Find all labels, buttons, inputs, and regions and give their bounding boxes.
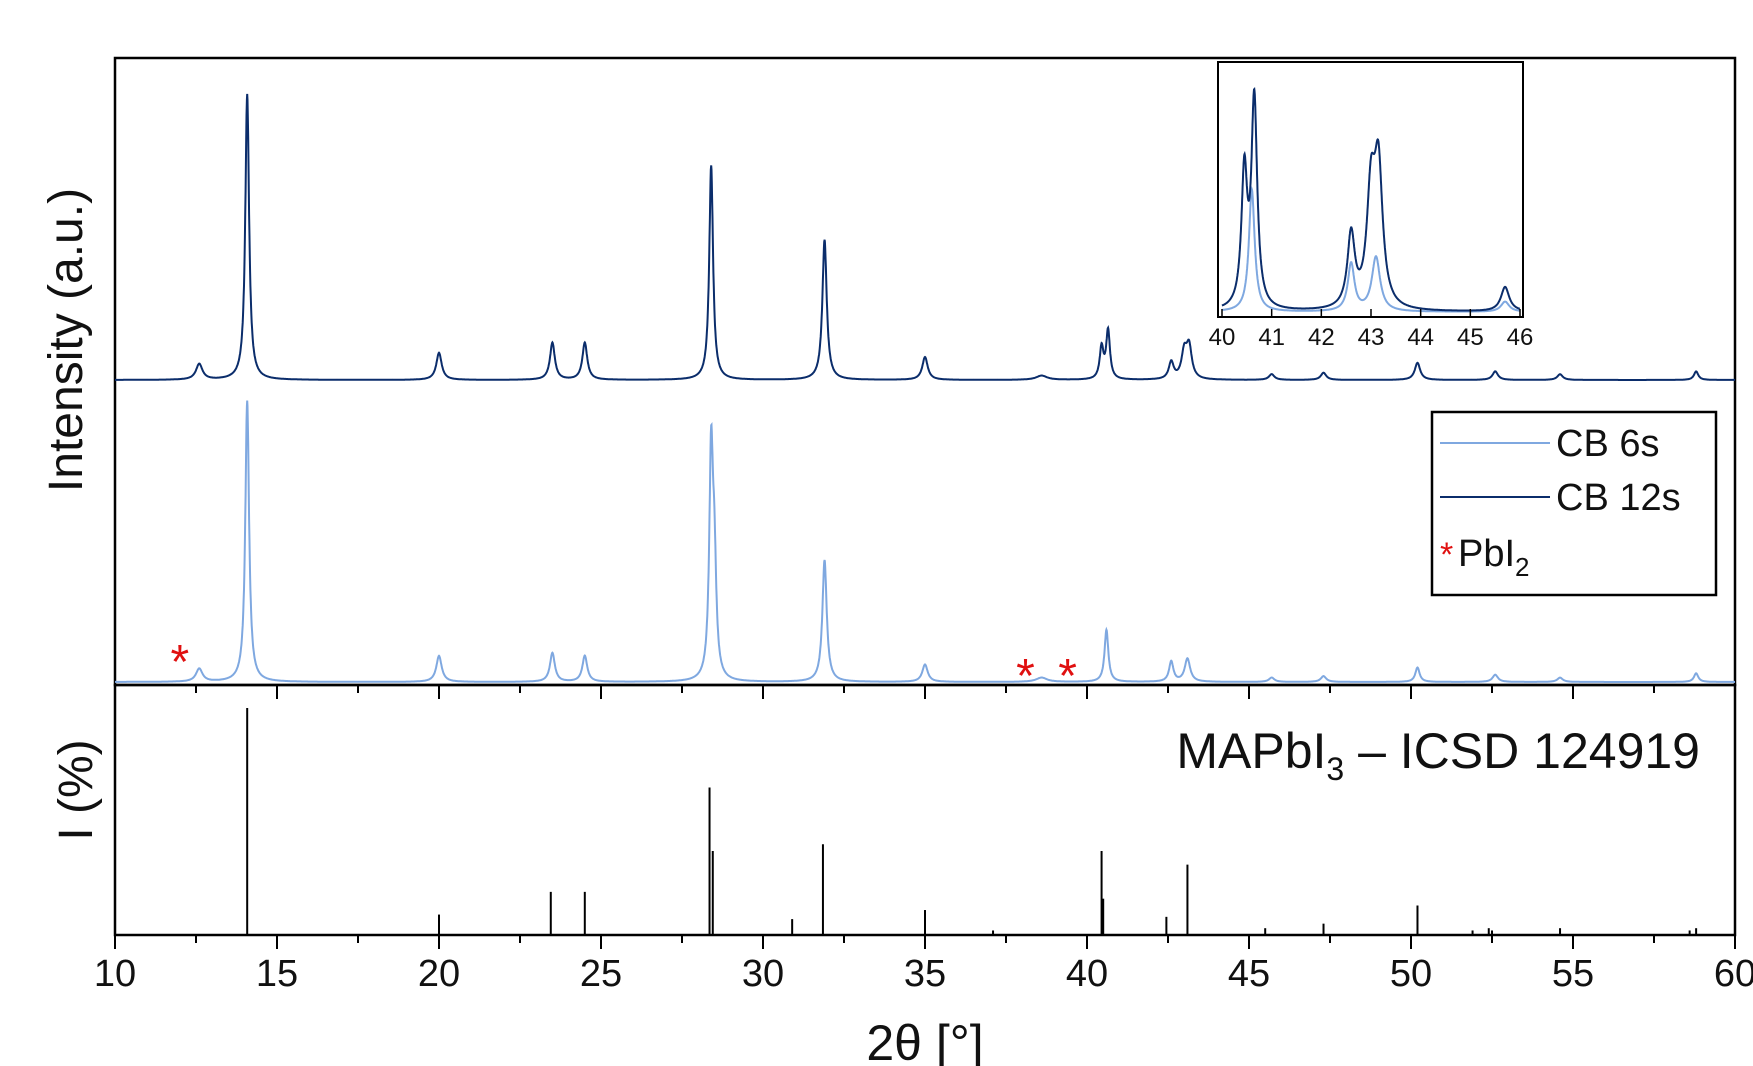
- x-tick-label: 30: [742, 953, 784, 995]
- inset-x-tick-label: 45: [1457, 324, 1484, 351]
- top-panel-series: [115, 93, 1736, 683]
- inset-x-axis: 40 41 42 43 44 45 46: [1209, 309, 1534, 351]
- x-tick-label: 35: [904, 953, 946, 995]
- x-tick-label: 20: [418, 953, 460, 995]
- x-tick-label: 45: [1228, 953, 1270, 995]
- bottom-y-axis-label: I (%): [50, 739, 103, 840]
- annotation-prefix: MAPbI: [1176, 723, 1326, 779]
- inset-x-tick-label: 46: [1507, 324, 1534, 351]
- reference-annotation: MAPbI3 – ICSD 124919: [1176, 723, 1700, 787]
- x-tick-label: 40: [1066, 953, 1108, 995]
- legend: CB 6s CB 12s * PbI2: [1430, 410, 1718, 597]
- pbi2-star-markers: * * *: [170, 636, 1076, 703]
- pbi2-star: *: [170, 636, 189, 689]
- inset-x-tick-label: 40: [1209, 324, 1236, 351]
- reference-sticks: [246, 708, 1698, 935]
- legend-pbi2-marker: *: [1440, 536, 1453, 574]
- inset-x-tick-label: 42: [1308, 324, 1335, 351]
- inset-frame: [1217, 61, 1524, 318]
- legend-pbi2-text: PbI: [1458, 533, 1515, 575]
- annotation-suffix: – ICSD 124919: [1344, 723, 1700, 779]
- x-tick-label: 10: [94, 953, 136, 995]
- x-tick-label: 25: [580, 953, 622, 995]
- legend-pbi2-subscript: 2: [1515, 552, 1529, 582]
- x-tick-label: 15: [256, 953, 298, 995]
- series-line-cb-12s: [115, 93, 1735, 381]
- x-axis-ticks: 10 15 20 25 30 35 40 45 50 55 60: [94, 685, 1753, 995]
- inset-x-tick-label: 41: [1258, 324, 1285, 351]
- x-tick-label: 50: [1390, 953, 1432, 995]
- legend-label-pbi2: PbI2: [1458, 533, 1530, 582]
- pbi2-star: *: [1016, 650, 1035, 703]
- inset-x-tick-label: 43: [1358, 324, 1385, 351]
- x-axis-label: 2θ [°]: [866, 1015, 983, 1066]
- x-tick-label: 60: [1714, 953, 1753, 995]
- legend-label-cb6s: CB 6s: [1556, 423, 1659, 465]
- series-line-cb-6s: [115, 400, 1736, 683]
- legend-label-cb12s: CB 12s: [1556, 477, 1681, 519]
- x-tick-label: 55: [1552, 953, 1594, 995]
- top-y-axis-label: Intensity (a.u.): [40, 188, 93, 492]
- pbi2-star: *: [1058, 650, 1077, 703]
- inset-x-tick-label: 44: [1407, 324, 1434, 351]
- annotation-subscript: 3: [1326, 751, 1344, 787]
